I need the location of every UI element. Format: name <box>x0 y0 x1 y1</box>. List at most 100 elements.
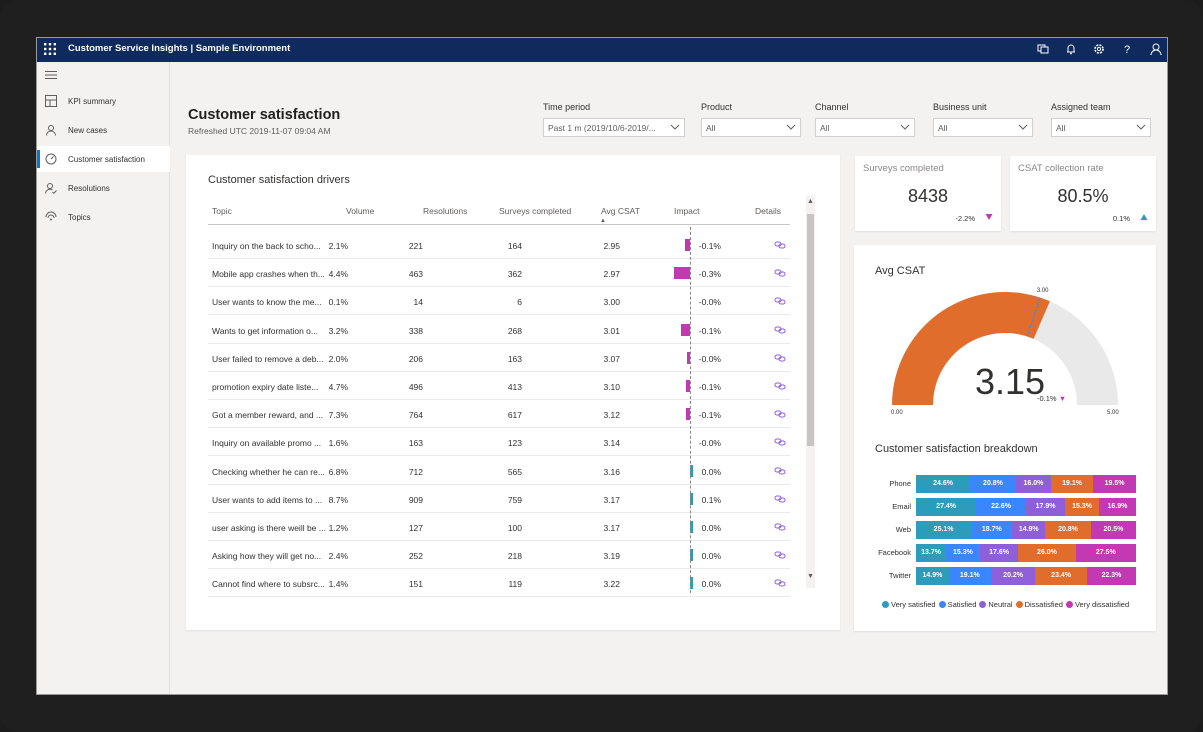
topic-cell: Checking whether he can re... <box>212 466 325 477</box>
link-icon[interactable] <box>774 296 786 306</box>
breakdown-segment[interactable]: 22.6% <box>976 498 1026 516</box>
assigned-team-dropdown[interactable]: All <box>1051 118 1151 137</box>
scroll-down-icon[interactable]: ▼ <box>807 573 814 580</box>
link-icon[interactable] <box>774 437 786 447</box>
breakdown-segment[interactable]: 19.1% <box>1051 475 1094 493</box>
link-icon[interactable] <box>774 578 786 588</box>
table-row[interactable]: Checking whether he can re... 6.8% 712 565 3… <box>208 457 790 485</box>
drivers-card: Customer satisfaction drivers Topic Volu… <box>186 155 840 630</box>
topic-cell: Mobile app crashes when th... <box>212 269 325 280</box>
table-row[interactable]: Got a member reward, and ... 7.3% 764 617 3.… <box>208 400 790 429</box>
link-icon[interactable] <box>774 550 786 560</box>
legend-swatch <box>1015 601 1023 608</box>
breakdown-segment[interactable]: 26.0% <box>1018 544 1076 562</box>
volume-cell: 0.1% <box>328 297 348 308</box>
column-header-impact[interactable]: Impact <box>674 206 700 216</box>
scrollbar-thumb[interactable] <box>807 214 814 446</box>
breakdown-segment[interactable]: 14.9% <box>916 567 949 585</box>
app-launcher-icon[interactable] <box>44 43 56 55</box>
link-icon[interactable] <box>774 353 786 363</box>
table-scrollbar[interactable]: ▲ ▼ <box>806 196 815 588</box>
person-check-icon <box>45 183 57 194</box>
breakdown-segment[interactable]: 15.3% <box>946 544 980 562</box>
table-row[interactable]: Mobile app crashes when th... 4.4% 463 362 2… <box>208 259 790 288</box>
breakdown-segment[interactable]: 27.5% <box>1075 544 1136 562</box>
breakdown-segment[interactable]: 19.1% <box>948 567 991 585</box>
breakdown-segment[interactable]: 20.5% <box>1090 521 1136 539</box>
topic-cell: Inquiry on the back to scho... <box>212 241 321 251</box>
link-icon[interactable] <box>774 522 786 532</box>
time-period-dropdown[interactable]: Past 1 m (2019/10/6-2019/... <box>543 118 685 137</box>
breakdown-segment[interactable]: 15.3% <box>1065 498 1099 516</box>
column-header-surveys-completed[interactable]: Surveys completed <box>499 206 572 216</box>
channel-dropdown[interactable]: All <box>815 118 915 137</box>
breakdown-segment[interactable]: 20.8% <box>970 475 1016 493</box>
volume-cell: 3.2% <box>328 325 348 336</box>
breakdown-segment[interactable]: 23.4% <box>1035 567 1087 585</box>
breakdown-segment[interactable]: 25.1% <box>916 521 972 539</box>
sidebar-item-topics[interactable]: Topics <box>37 204 170 230</box>
sidebar: KPI summary New cases Customer satisfact… <box>37 62 170 694</box>
product-dropdown[interactable]: All <box>701 118 801 137</box>
link-icon[interactable] <box>774 268 786 278</box>
impact-zero-line <box>690 227 691 593</box>
link-icon[interactable] <box>774 381 786 391</box>
breakdown-segment[interactable]: 14.9% <box>1012 521 1046 539</box>
breakdown-segment[interactable]: 13.7% <box>916 544 947 562</box>
breakdown-segment[interactable]: 16.0% <box>1015 475 1052 493</box>
dropdown-value: All <box>706 123 716 133</box>
main-content: Customer satisfaction Refreshed UTC 2019… <box>171 62 1167 694</box>
breakdown-segment[interactable]: 19.5% <box>1093 475 1136 493</box>
user-icon[interactable] <box>1148 41 1164 57</box>
sidebar-item-customer-satisfaction[interactable]: Customer satisfaction <box>37 146 170 172</box>
table-row[interactable]: User wants to know the me... 0.1% 14 6 3.00 -… <box>208 287 790 316</box>
business-unit-dropdown[interactable]: All <box>933 118 1033 137</box>
sidebar-item-resolutions[interactable]: Resolutions <box>37 175 170 201</box>
table-row[interactable]: User wants to add items to ... 8.7% 909 759… <box>208 485 790 513</box>
table-row[interactable]: User failed to remove a deb... 2.0% 206 163… <box>208 344 790 372</box>
column-header-resolutions[interactable]: Resolutions <box>423 206 468 216</box>
table-row[interactable]: Inquiry on the back to scho... 2.1% 221 164… <box>208 231 790 259</box>
sidebar-item-kpi-summary[interactable]: KPI summary <box>37 88 170 114</box>
surveys-cell: 6 <box>517 297 522 308</box>
link-icon[interactable] <box>774 240 786 250</box>
column-header-topic[interactable]: Topic <box>212 206 232 216</box>
link-icon[interactable] <box>774 494 786 504</box>
bell-icon[interactable] <box>1063 41 1079 57</box>
gear-icon[interactable] <box>1091 41 1107 57</box>
kpi-card-csat-collection-rate: CSAT collection rate 80.5% 0.1% <box>1010 156 1156 231</box>
resolutions-cell: 252 <box>408 551 423 562</box>
breakdown-segment[interactable]: 16.9% <box>1098 498 1136 516</box>
table-row[interactable]: promotion expiry date liste... 4.7% 496 413… <box>208 372 790 400</box>
table-row[interactable]: Cannot find where to subsrc... 1.4% 151 119… <box>208 569 790 598</box>
breakdown-segment[interactable]: 17.9% <box>1025 498 1066 516</box>
legend-swatch <box>979 601 987 608</box>
table-row[interactable]: Asking how they will get no... 2.4% 252 218… <box>208 541 790 570</box>
sidebar-item-new-cases[interactable]: New cases <box>37 117 170 143</box>
breakdown-segment[interactable]: 24.6% <box>916 475 971 493</box>
chat-icon[interactable] <box>1035 41 1051 57</box>
table-row[interactable]: Wants to get information o... 3.2% 338 268 3… <box>208 316 790 344</box>
volume-cell: 8.7% <box>328 494 348 505</box>
breakdown-segment[interactable]: 20.8% <box>1045 521 1091 539</box>
breakdown-segment[interactable]: 22.3% <box>1086 567 1136 585</box>
table-row[interactable]: Inquiry on available promo ... 1.6% 163 123… <box>208 428 790 457</box>
scroll-up-icon[interactable]: ▲ <box>807 198 814 205</box>
column-header-avg-csat[interactable]: Avg CSAT <box>601 206 640 216</box>
breakdown-segment[interactable]: 17.6% <box>979 544 1019 562</box>
impact-bar <box>690 549 693 562</box>
breakdown-segment[interactable]: 18.7% <box>971 521 1013 539</box>
hamburger-menu-icon[interactable] <box>45 70 57 80</box>
table-row[interactable]: user asking is there weill be ... 1.2% 127… <box>208 513 790 541</box>
link-icon[interactable] <box>774 466 786 476</box>
link-icon[interactable] <box>774 325 786 335</box>
breakdown-segment[interactable]: 27.4% <box>916 498 977 516</box>
impact-cell: -0.1% <box>698 325 721 336</box>
resolutions-cell: 127 <box>408 523 423 533</box>
breakdown-segment[interactable]: 20.2% <box>990 567 1036 585</box>
help-icon[interactable]: ? <box>1119 41 1135 57</box>
column-header-volume[interactable]: Volume <box>346 206 375 216</box>
legend-item: Satisfied <box>938 600 976 609</box>
link-icon[interactable] <box>774 409 786 419</box>
impact-cell: -0.0% <box>698 438 721 449</box>
